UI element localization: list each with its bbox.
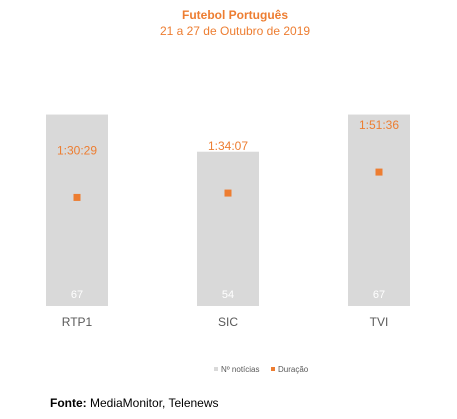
category-label-rtp1: RTP1 xyxy=(62,315,93,329)
source-note: Fonte: MediaMonitor, Telenews xyxy=(50,396,219,410)
bar-sic xyxy=(197,151,259,306)
chart-subtitle: 21 a 27 de Outubro de 2019 xyxy=(160,24,310,38)
duration-label-rtp1: 1:30:29 xyxy=(57,143,97,157)
duration-marker-rtp1 xyxy=(73,193,81,201)
bar-rtp1 xyxy=(46,114,108,306)
category-label-tvi: TVI xyxy=(370,315,389,329)
bar-value-sic: 54 xyxy=(222,289,234,301)
bar-tvi xyxy=(348,114,410,306)
duration-marker-tvi xyxy=(375,168,383,176)
legend-label-duracao: Duração xyxy=(278,365,309,374)
duration-marker-sic xyxy=(224,189,232,197)
plot-area: 67 RTP1 1:30:29 54 SIC 1:34:07 67 TVI 1:51:36 xyxy=(46,114,410,329)
source-label: Fonte: xyxy=(50,396,87,410)
legend-swatch-duracao xyxy=(271,367,275,371)
bar-value-rtp1: 67 xyxy=(71,289,83,301)
duration-label-tvi: 1:51:36 xyxy=(359,118,399,132)
chart-title: Futebol Português xyxy=(182,8,288,22)
legend-swatch-noticias xyxy=(214,367,218,371)
bar-value-tvi: 67 xyxy=(373,289,385,301)
duration-label-sic: 1:34:07 xyxy=(208,139,248,153)
source-text: MediaMonitor, Telenews xyxy=(86,396,219,410)
category-label-sic: SIC xyxy=(218,315,238,329)
legend: Nº notícias Duração xyxy=(214,365,309,374)
legend-label-noticias: Nº notícias xyxy=(221,365,260,374)
